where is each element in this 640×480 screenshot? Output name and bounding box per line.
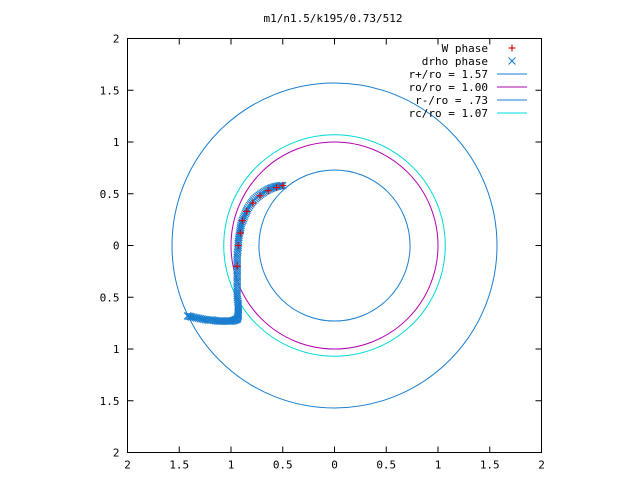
x-tick-label: 0.5 xyxy=(376,459,396,472)
x-axis-ticks: 2 1.5 1 0.5 0 0.5 1 1.5 2 xyxy=(124,38,545,472)
legend-label: W phase xyxy=(442,42,488,55)
y-tick-label: 0.5 xyxy=(100,291,120,304)
w-phase-point xyxy=(264,187,272,195)
y-tick-label: 2 xyxy=(113,33,120,46)
w-phase-point xyxy=(279,181,287,189)
circle-r-1_57 xyxy=(171,82,498,409)
x-tick-label: 2 xyxy=(124,459,131,472)
legend-label: rc/ro = 1.07 xyxy=(409,107,488,120)
x-tick-label: 1.5 xyxy=(480,459,500,472)
x-tick-label: 1 xyxy=(228,459,235,472)
y-axis-ticks: 2 1.5 1 0.5 0 0.5 1 1.5 2 xyxy=(100,33,542,460)
w-phase-point xyxy=(256,192,264,200)
legend-label: r+/ro = 1.57 xyxy=(409,68,488,81)
legend-marker xyxy=(508,57,516,65)
legend-label: drho phase xyxy=(422,55,488,68)
y-tick-label: 1.5 xyxy=(100,84,120,97)
w-phase-point xyxy=(236,229,244,237)
legend-label: r-/ro = .73 xyxy=(415,94,488,107)
w-phase-point xyxy=(233,262,241,270)
circle-r-0_73 xyxy=(258,169,411,322)
y-tick-label: 1 xyxy=(113,136,120,149)
drho-phase-point xyxy=(271,182,280,191)
x-tick-label: 1.5 xyxy=(169,459,189,472)
x-tick-label: 0.5 xyxy=(273,459,293,472)
drho-phase-point xyxy=(186,312,195,321)
x-tick-label: 2 xyxy=(538,459,545,472)
w-phase-point xyxy=(234,242,242,249)
w-phase-point xyxy=(238,217,246,225)
drho-phase-point xyxy=(183,311,192,320)
series-drho-phase xyxy=(183,181,287,325)
circle-r-1_07 xyxy=(223,134,446,357)
circle-r-1 xyxy=(230,141,439,350)
y-tick-label: 2 xyxy=(113,447,120,460)
reference-circles xyxy=(171,82,498,409)
w-phase-point xyxy=(249,199,257,207)
y-tick-label: 1.5 xyxy=(100,395,120,408)
drho-phase-point xyxy=(185,312,193,321)
y-tick-label: 0.5 xyxy=(100,188,120,201)
y-tick-label: 0 xyxy=(113,240,120,253)
drho-phase-point xyxy=(189,313,198,322)
x-tick-label: 0 xyxy=(331,459,338,472)
x-tick-label: 1 xyxy=(435,459,442,472)
legend-label: ro/ro = 1.00 xyxy=(409,81,488,94)
legend-marker xyxy=(508,44,516,52)
data-points xyxy=(183,181,287,325)
w-phase-point xyxy=(273,184,281,192)
y-tick-label: 1 xyxy=(113,343,120,356)
chart-title: m1/n1.5/k195/0.73/512 xyxy=(263,12,402,25)
w-phase-point xyxy=(243,207,251,215)
series-w-phase xyxy=(233,181,287,270)
